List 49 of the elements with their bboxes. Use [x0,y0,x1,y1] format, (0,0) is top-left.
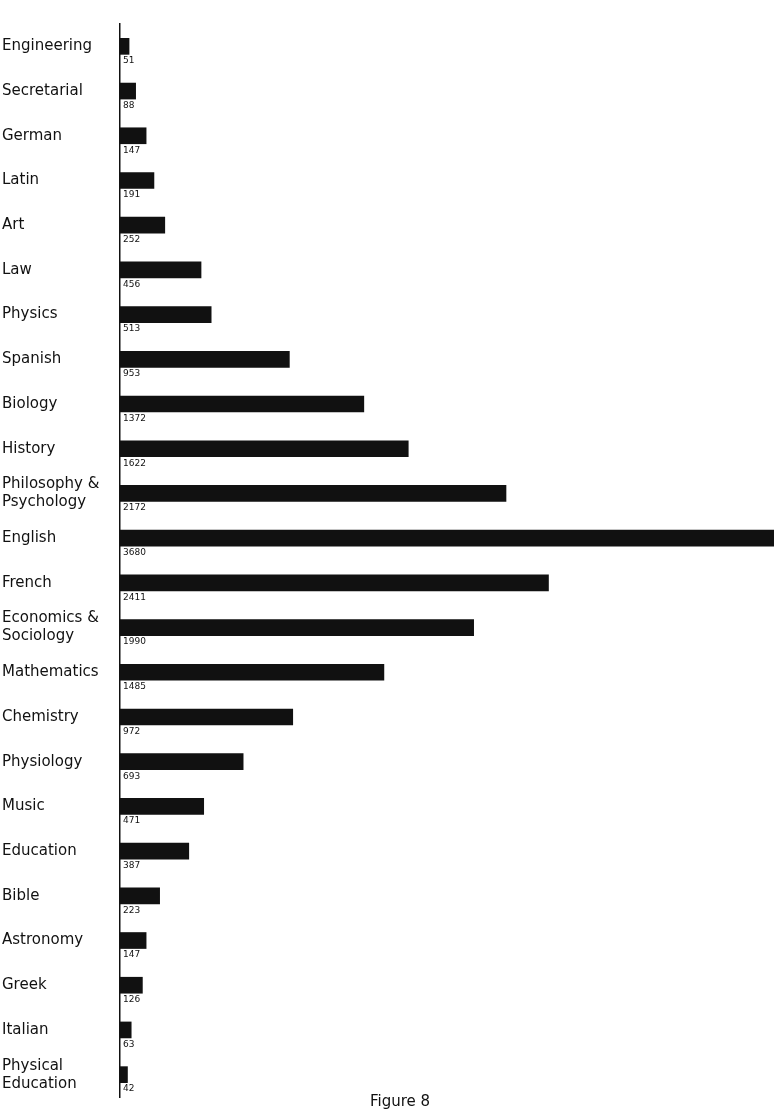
data-label: 1485 [123,681,146,692]
data-label: 252 [123,234,141,245]
data-label: 953 [123,368,141,379]
y-tick-label: French [2,572,52,591]
y-tick-label: History [2,438,56,457]
data-label: 126 [123,994,141,1005]
y-tick-label: Physics [2,304,58,323]
y-tick-label: Music [2,796,45,815]
y-tick-label: Greek [2,975,47,994]
y-tick-label: Chemistry [2,706,79,725]
data-label: 88 [123,99,135,110]
y-tick-label: Physical Education [2,1055,77,1092]
y-tick-label: Astronomy [2,930,84,949]
data-label: 693 [123,770,141,781]
data-label: 51 [123,55,135,66]
y-tick-label: Art [2,215,25,234]
y-tick-label: Engineering [2,36,92,55]
data-label: 1622 [123,457,146,468]
y-tick-label: Mathematics [2,662,99,681]
annotation: Figure 8 [369,1092,431,1111]
data-label: 147 [123,144,141,155]
y-tick-label: Education [2,840,77,859]
y-tick-label: Secretarial [2,80,83,99]
y-tick-label: Law [2,259,32,278]
data-label: 1990 [123,636,147,647]
y-tick-label: Economics & Sociology [2,608,100,645]
data-label: 191 [123,189,141,200]
data-label: 387 [123,859,141,870]
y-tick-label: Italian [2,1019,49,1038]
data-label: 147 [123,949,141,960]
data-label: 456 [123,278,141,289]
data-label: 223 [123,904,141,915]
y-tick-label: Latin [2,170,40,189]
data-label: 63 [123,1038,135,1049]
data-label: 2411 [123,591,146,602]
y-tick-label: German [2,125,63,144]
y-tick-label: English [2,528,57,547]
y-tick-label: Philosophy & Psychology [2,474,100,511]
data-label: 513 [123,323,141,334]
data-label: 1372 [123,412,146,423]
data-label: 42 [123,1083,135,1094]
data-label: 3680 [123,546,147,557]
y-tick-label: Spanish [2,349,62,368]
data-label: 471 [123,815,141,826]
data-label: 2172 [123,502,146,513]
y-tick-label: Biology [2,393,58,412]
data-label: 972 [123,725,141,736]
y-tick-label: Physiology [2,751,83,770]
y-tick-label: Bible [2,885,40,904]
